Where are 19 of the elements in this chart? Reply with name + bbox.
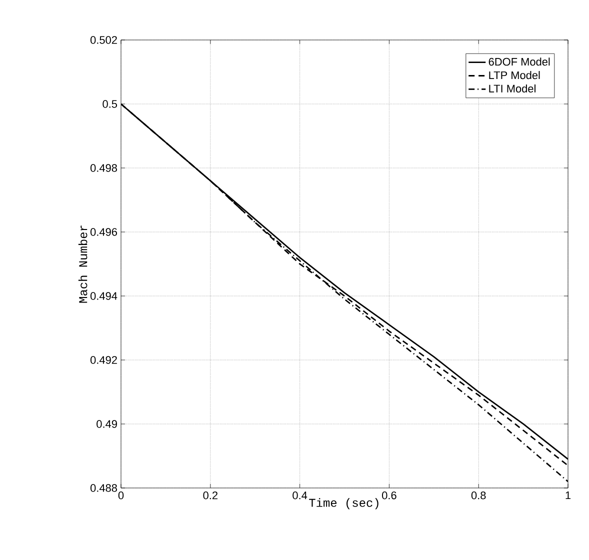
y-tick-label: 0.488 (90, 484, 117, 492)
legend-label: 6DOF Model (488, 58, 550, 66)
y-tick-label: 0.49 (96, 420, 117, 428)
y-tick-label: 0.496 (90, 228, 117, 236)
y-axis-title: Mach Number (78, 226, 88, 303)
x-tick-label: 0 (118, 492, 124, 500)
x-tick-label: 0.4 (292, 492, 308, 500)
y-tick-label: 0.502 (90, 36, 117, 44)
y-tick-label: 0.5 (102, 100, 118, 108)
x-tick-label: 0.6 (382, 492, 396, 500)
y-tick-label: 0.498 (90, 164, 117, 172)
y-tick-label: 0.494 (90, 292, 118, 300)
x-tick-label: 1 (566, 492, 571, 500)
x-axis-title: Time (sec) (309, 498, 378, 510)
x-tick-label: 0.2 (203, 492, 218, 500)
x-tick-label: 0.8 (471, 492, 486, 500)
y-tick-label: 0.492 (90, 356, 117, 364)
legend-label: LTP Model (489, 71, 540, 80)
legend-label: LTI Model (489, 84, 536, 92)
